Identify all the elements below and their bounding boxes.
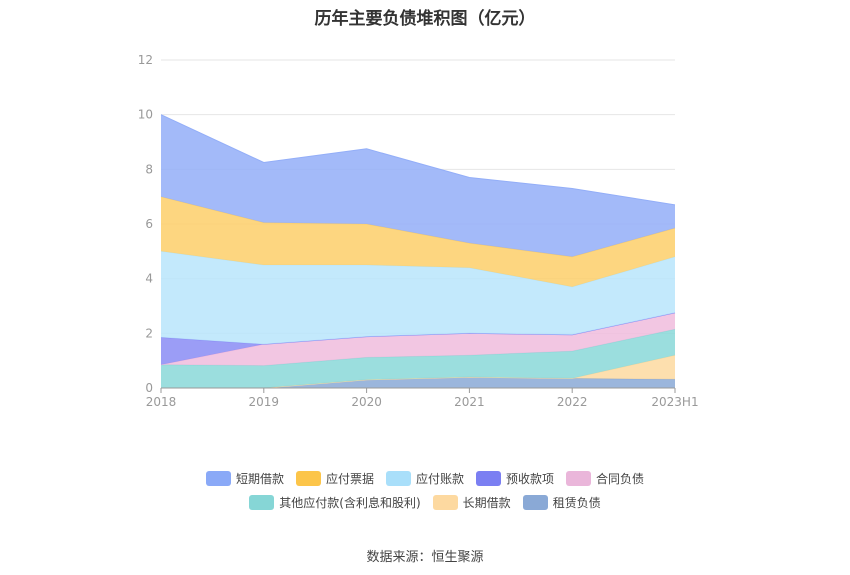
legend-swatch: [205, 471, 231, 486]
legend-label: 预收款项: [506, 472, 555, 486]
legend-item[interactable]: 短期借款: [205, 470, 284, 487]
y-tick-label: 10: [138, 108, 153, 122]
legend-item[interactable]: 预收款项: [476, 470, 554, 487]
area-6: [161, 196, 675, 287]
legend-item[interactable]: 租赁负债: [522, 494, 601, 511]
legend-label: 合同负债: [596, 472, 645, 486]
y-tick-label: 12: [138, 53, 153, 67]
legend-swatch: [522, 495, 548, 510]
area-7: [161, 114, 675, 257]
legend-label: 租赁负债: [552, 496, 601, 510]
legend-item[interactable]: 应付票据: [295, 470, 374, 487]
legend-item[interactable]: 长期借款: [432, 494, 511, 511]
legend-row: 短期借款 应付票据 应付账款 预收款项 合同负债: [0, 470, 850, 487]
y-tick-label: 6: [145, 217, 153, 231]
legend-item[interactable]: 合同负债: [566, 470, 644, 487]
x-tick-label: 2023H1: [651, 395, 698, 409]
x-tick-label: 2019: [249, 395, 280, 409]
y-tick-label: 2: [145, 326, 153, 340]
legend-item[interactable]: 应付账款: [385, 470, 464, 487]
chart-title: 历年主要负债堆积图（亿元）: [314, 9, 536, 29]
legend-swatch: [249, 495, 275, 510]
legend-swatch: [476, 471, 501, 486]
area-0: [161, 377, 675, 388]
legend-label: 长期借款: [462, 496, 511, 510]
area-5: [161, 251, 675, 345]
legend-label: 短期借款: [235, 472, 284, 486]
legend-swatch: [432, 495, 458, 510]
stacked-area-chart: 0 2 4 6 8 10 12 2018 2019 2020 2021 2022 2023H1: [138, 53, 699, 409]
legend-label: 应付票据: [325, 472, 374, 486]
legend-label: 其他应付款(含利息和股利): [279, 496, 421, 510]
x-tick-label: 2018: [146, 395, 177, 409]
legend-row: 其他应付款(含利息和股利) 长期借款 租赁负债: [0, 494, 850, 511]
legend-swatch: [385, 471, 411, 486]
area-2: [161, 329, 675, 388]
legend-swatch: [566, 471, 592, 486]
y-tick-label: 8: [145, 162, 153, 176]
x-tick-label: 2021: [454, 395, 485, 409]
legend: 短期借款 应付票据 应付账款 预收款项 合同负债 其他应付款(含利息和股利) 长期借款 租赁…: [0, 470, 850, 518]
axes: 0 2 4 6 8 10 12 2018 2019 2020 2021 2022 2023H1: [138, 53, 699, 409]
legend-item[interactable]: 其他应付款(含利息和股利): [249, 494, 421, 511]
y-tick-label: 0: [145, 381, 153, 395]
legend-swatch: [295, 471, 321, 486]
series-line-7: [160, 114, 676, 206]
y-tick-label: 4: [145, 272, 153, 286]
x-tick-label: 2022: [557, 395, 588, 409]
area-3: [161, 312, 675, 366]
area-series: [160, 114, 676, 389]
x-tick-label: 2020: [351, 395, 382, 409]
data-source: 数据来源：恒生聚源: [366, 550, 484, 565]
legend-label: 应付账款: [415, 472, 464, 486]
